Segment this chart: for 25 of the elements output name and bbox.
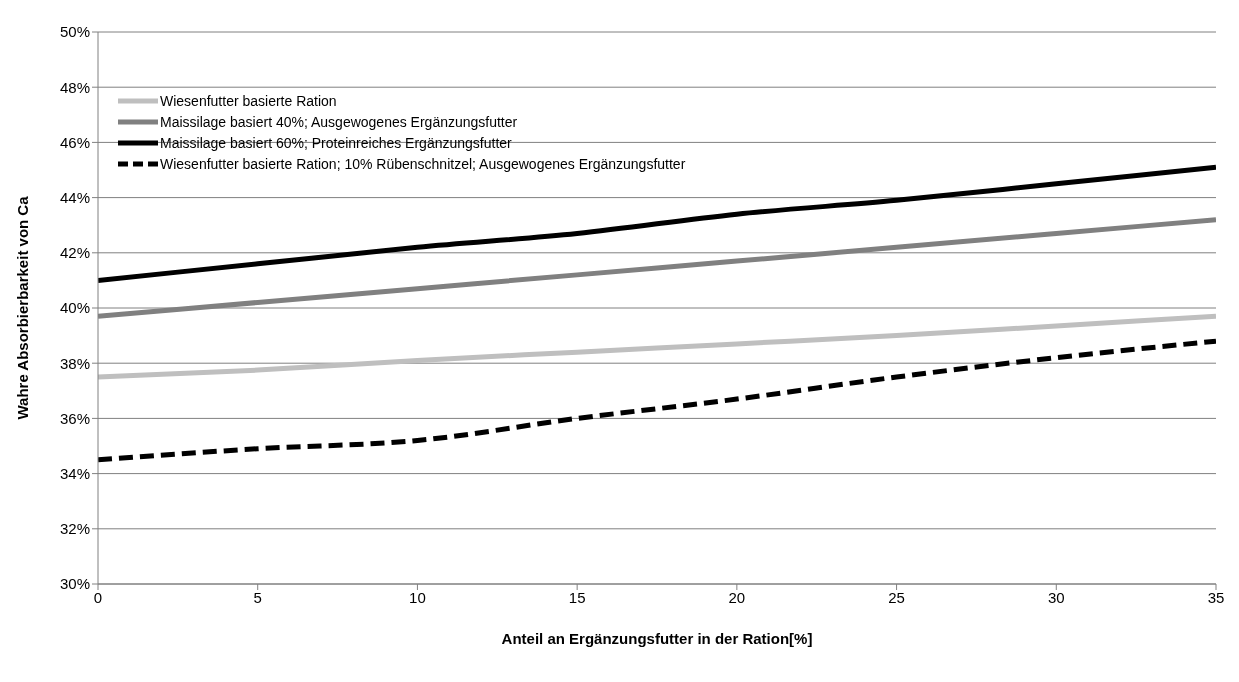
y-tick-label: 40% bbox=[59, 299, 90, 317]
y-tick-label: 44% bbox=[59, 188, 90, 206]
x-tick-label: 10 bbox=[409, 588, 426, 606]
y-tick-label: 32% bbox=[59, 520, 90, 538]
x-tick-label: 0 bbox=[93, 588, 103, 606]
legend-label: Wiesenfutter basierte Ration bbox=[160, 92, 337, 109]
y-axis-title: Wahre Absorbierbarkeit von Ca bbox=[14, 195, 32, 420]
legend-label: Wiesenfutter basierte Ration; 10% Rübenschnitzel; Ausgewogenes Ergänzungsfutter bbox=[160, 155, 686, 172]
x-tick-label: 15 bbox=[568, 588, 586, 606]
y-tick-label: 34% bbox=[59, 464, 90, 482]
y-tick-label: 48% bbox=[59, 78, 90, 96]
y-tick-label: 42% bbox=[59, 244, 90, 262]
x-tick-label: 5 bbox=[253, 588, 262, 606]
x-tick-label: 25 bbox=[888, 588, 905, 606]
legend-label: Maissilage basiert 40%; Ausgewogenes Ergänzungsfutter bbox=[160, 113, 518, 130]
x-axis-title: Anteil an Ergänzungsfutter in der Ration[%] bbox=[501, 630, 813, 647]
x-tick-label: 35 bbox=[1207, 588, 1225, 606]
y-tick-label: 36% bbox=[59, 409, 90, 427]
x-tick-label: 20 bbox=[728, 588, 746, 606]
y-tick-label: 38% bbox=[59, 354, 90, 372]
y-tick-label: 46% bbox=[59, 133, 90, 151]
x-tick-label: 30 bbox=[1047, 588, 1065, 606]
y-tick-label: 50% bbox=[59, 23, 90, 41]
y-tick-label: 30% bbox=[59, 575, 90, 593]
legend-label: Maissilage basiert 60%; Proteinreiches Ergänzungsfutter bbox=[160, 134, 512, 151]
